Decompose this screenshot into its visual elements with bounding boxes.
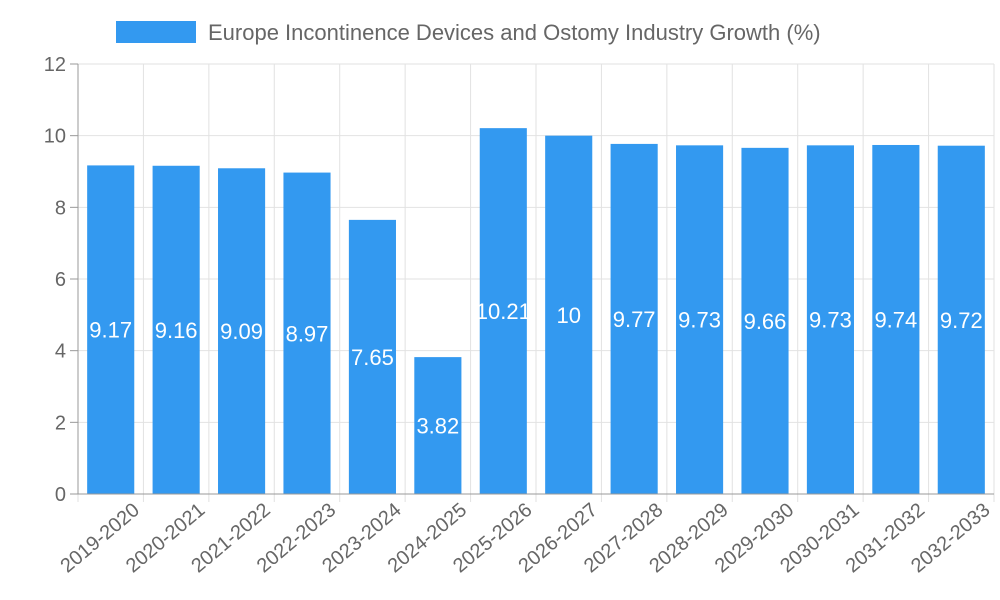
- bar[interactable]: [545, 135, 593, 494]
- data-label: 9.74: [874, 307, 917, 332]
- data-label: 10.21: [476, 299, 531, 324]
- data-label: 9.77: [613, 307, 656, 332]
- bar[interactable]: [87, 165, 135, 495]
- data-label: 9.09: [220, 319, 263, 344]
- data-label: 8.97: [286, 321, 329, 346]
- bar[interactable]: [872, 144, 920, 494]
- bars: [87, 128, 985, 495]
- y-tick-label: 10: [44, 126, 66, 148]
- bar[interactable]: [741, 147, 789, 494]
- data-label: 7.65: [351, 345, 394, 370]
- y-tick-label: 8: [55, 197, 66, 219]
- y-tick-label: 2: [55, 412, 66, 434]
- gridlines: [77, 63, 995, 502]
- data-label: 9.66: [744, 309, 787, 334]
- legend-swatch: [116, 21, 196, 43]
- data-label: 3.82: [416, 414, 459, 439]
- bar[interactable]: [152, 165, 200, 494]
- y-tick-label: 6: [55, 269, 66, 291]
- bar[interactable]: [414, 357, 462, 494]
- data-label: 9.73: [678, 308, 721, 333]
- bar[interactable]: [806, 145, 854, 494]
- bar[interactable]: [283, 172, 331, 494]
- bar[interactable]: [610, 143, 658, 495]
- data-label: 9.16: [155, 318, 198, 343]
- bar[interactable]: [479, 128, 527, 494]
- y-tick-label: 12: [44, 54, 66, 76]
- data-label: 9.73: [809, 308, 852, 333]
- x-axis: 2019-20202020-20212021-20222022-20232023…: [57, 493, 994, 577]
- bar[interactable]: [676, 145, 724, 494]
- bar[interactable]: [937, 145, 985, 494]
- y-tick-label: 4: [55, 341, 66, 363]
- y-axis: 0 2 4 6 8 10 12: [44, 54, 79, 506]
- legend-label: Europe Incontinence Devices and Ostomy I…: [208, 20, 821, 45]
- data-label: 10: [556, 303, 580, 328]
- y-tick-label: 0: [55, 484, 66, 506]
- data-label: 9.72: [940, 308, 983, 333]
- bar[interactable]: [348, 219, 396, 494]
- legend[interactable]: Europe Incontinence Devices and Ostomy I…: [116, 20, 821, 45]
- data-labels: 9.17 9.16 9.09 8.97 7.65 3.82 10.21 10 9.77 9.73 9…: [89, 299, 982, 438]
- bar[interactable]: [218, 168, 266, 494]
- data-label: 9.17: [89, 318, 132, 343]
